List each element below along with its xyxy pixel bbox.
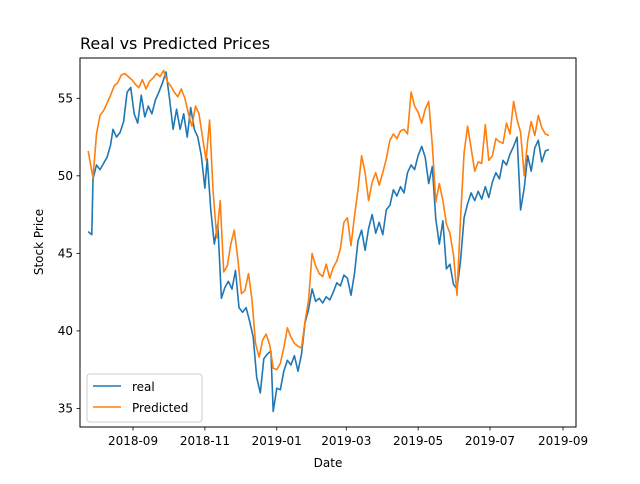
legend: real Predicted	[86, 373, 203, 423]
y-tick-label: 40	[58, 324, 73, 338]
y-tick-label: 55	[58, 91, 73, 105]
x-tick-label: 2019-05	[393, 434, 443, 448]
x-tick-label: 2019-07	[465, 434, 515, 448]
x-tick-label: 2018-11	[180, 434, 230, 448]
series-group	[87, 69, 550, 413]
x-tick-label: 2019-03	[321, 434, 371, 448]
chart-title: Real vs Predicted Prices	[80, 34, 270, 53]
x-tick-label: 2019-09	[538, 434, 588, 448]
y-tick-label: 35	[58, 401, 73, 415]
x-tick-label: 2019-01	[252, 434, 302, 448]
y-axis-ticks: 35 40 45 50 55	[58, 91, 80, 415]
y-tick-label: 50	[58, 169, 73, 183]
plot-frame	[79, 57, 577, 428]
y-tick-label: 45	[58, 246, 73, 260]
x-axis-ticks: 2018-09 2018-11 2019-01 2019-03 2019-05 2019-…	[108, 427, 588, 448]
plot-area	[80, 58, 576, 427]
legend-label-real: real	[132, 380, 155, 394]
y-axis-label: Stock Price	[32, 209, 46, 275]
x-axis-label: Date	[314, 456, 343, 470]
legend-label-predicted: Predicted	[132, 401, 188, 415]
x-tick-label: 2018-09	[108, 434, 158, 448]
series-line-real	[87, 71, 550, 413]
series-line-predicted	[87, 69, 550, 371]
